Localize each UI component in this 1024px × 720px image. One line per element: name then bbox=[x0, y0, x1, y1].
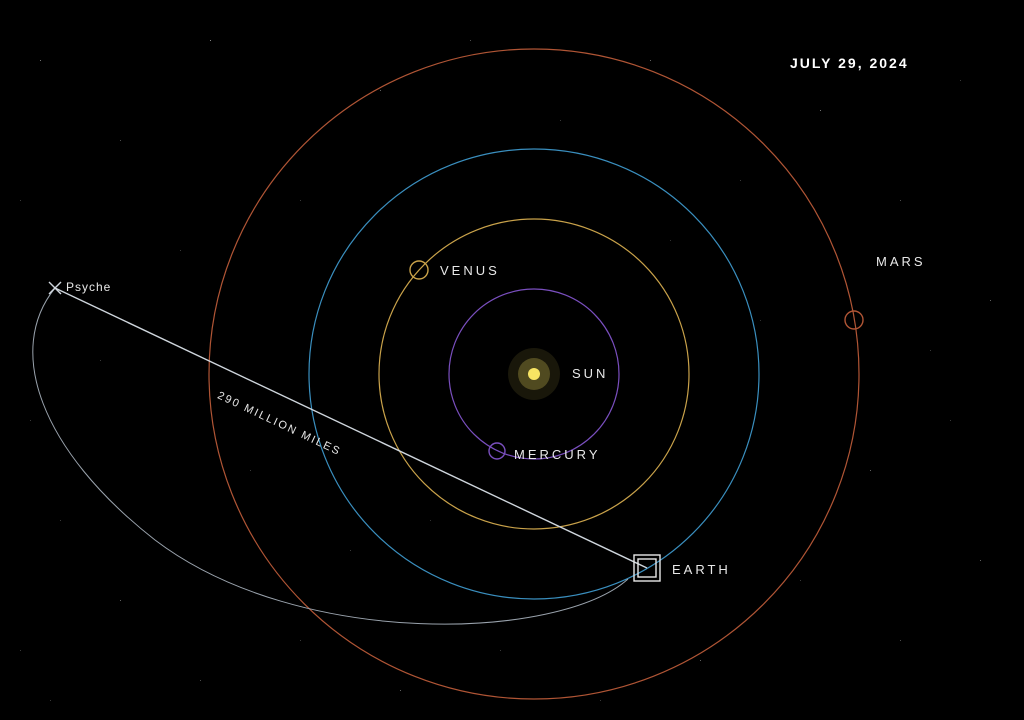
distance-line bbox=[55, 288, 647, 568]
psyche-marker bbox=[49, 282, 61, 294]
mercury-label: MERCURY bbox=[514, 447, 601, 462]
mars-label: MARS bbox=[876, 254, 926, 269]
earth-label: EARTH bbox=[672, 562, 731, 577]
orbit-svg bbox=[0, 0, 1024, 720]
psyche-label: Psyche bbox=[66, 280, 111, 294]
sun-icon bbox=[528, 368, 540, 380]
sun-label: SUN bbox=[572, 366, 608, 381]
venus-label: VENUS bbox=[440, 263, 500, 278]
solar-system-diagram: JULY 29, 2024 SUN MERCURY VENUS EARTH MA bbox=[0, 0, 1024, 720]
